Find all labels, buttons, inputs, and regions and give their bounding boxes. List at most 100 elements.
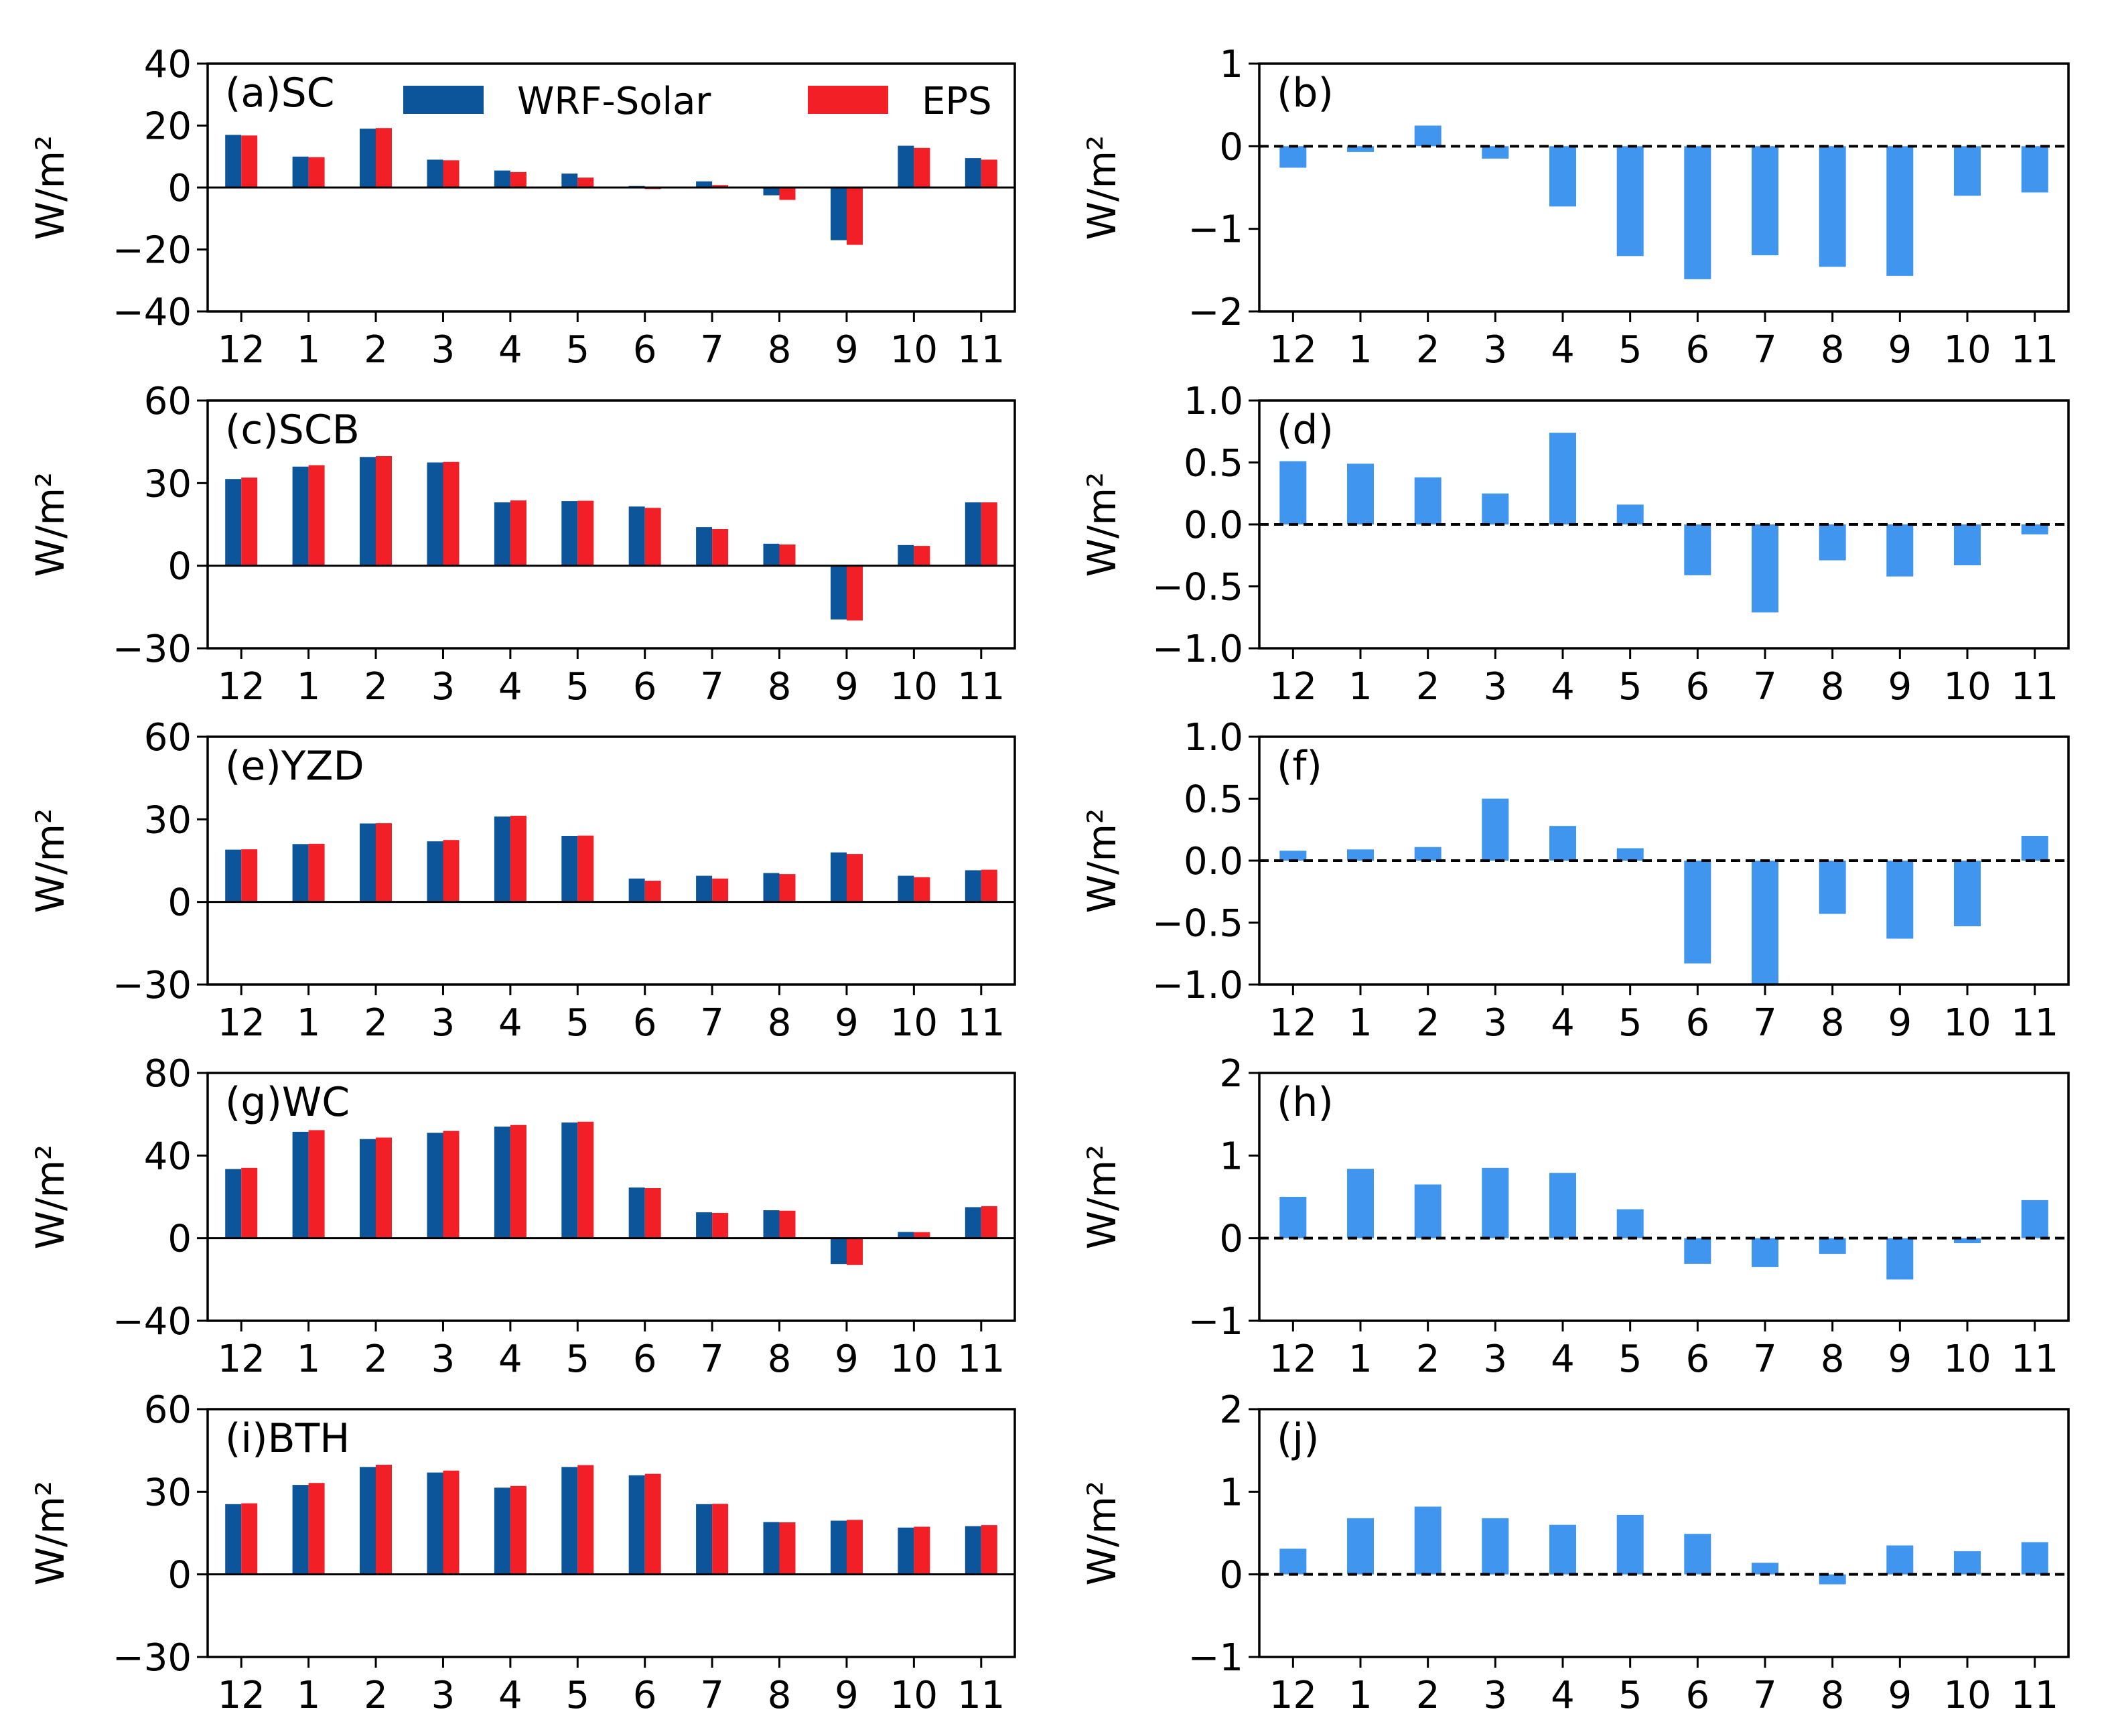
chart-5-ytick-label: 1.0 <box>1184 716 1243 760</box>
chart-2-bar-eps-8 <box>779 545 796 566</box>
chart-8-xtick-label: 7 <box>700 1674 724 1717</box>
chart-8-bar-eps-1 <box>308 1483 325 1575</box>
chart-6-bar-wrfsolar-3 <box>427 1133 443 1238</box>
chart-5-panel-label: (f) <box>1277 743 1322 790</box>
chart-4-bar-eps-9 <box>847 854 863 902</box>
chart-5-ytick-label: 0.5 <box>1184 778 1243 822</box>
chart-2-bar-eps-2 <box>376 456 392 566</box>
chart-3-bar-epswrfsolar-11 <box>2021 524 2048 534</box>
chart-2-xtick-label: 6 <box>633 665 657 709</box>
chart-4-xtick-label: 7 <box>700 1001 724 1045</box>
chart-5-xtick-label: 5 <box>1618 1001 1642 1045</box>
chart-6-panel-label: (g)WC <box>225 1079 350 1126</box>
chart-1-xtick-label: 8 <box>1821 328 1845 372</box>
chart-9-xtick-label: 9 <box>1888 1674 1912 1717</box>
chart-4-bar-eps-10 <box>914 877 930 902</box>
chart-2-xtick-label: 8 <box>768 665 792 709</box>
chart-7-bar-epswrfsolar-9 <box>1886 1238 1914 1280</box>
chart-9-xtick-label: 11 <box>2011 1674 2058 1717</box>
chart-6-bar-wrfsolar-2 <box>360 1139 376 1238</box>
chart-8-ytick-label: −30 <box>113 1636 192 1680</box>
chart-0-bar-wrfsolar-12 <box>225 135 242 188</box>
chart-0-bar-wrfsolar-4 <box>494 170 510 188</box>
chart-0-ytick-label: −40 <box>113 291 192 334</box>
chart-8-xtick-label: 10 <box>890 1674 938 1717</box>
chart-2-ytick-label: 60 <box>144 380 192 423</box>
legend: WRF-Solar EPS <box>403 80 992 123</box>
chart-1-bar-epswrfsolar-10 <box>1954 146 1981 196</box>
chart-7-bar-epswrfsolar-6 <box>1684 1238 1711 1264</box>
chart-2-xtick-label: 4 <box>498 665 522 709</box>
chart-3-bar-epswrfsolar-8 <box>1819 524 1846 561</box>
chart-6-bar-eps-2 <box>376 1137 392 1238</box>
chart-6-bar-eps-12 <box>241 1167 258 1238</box>
chart-9-bar-epswrfsolar-6 <box>1684 1534 1711 1575</box>
chart-6-xtick-label: 7 <box>700 1337 724 1381</box>
chart-3-xtick-label: 5 <box>1618 665 1642 709</box>
chart-4-bar-eps-3 <box>443 840 460 902</box>
chart-6-xtick-label: 9 <box>835 1337 859 1381</box>
chart-6-bar-eps-5 <box>577 1121 594 1238</box>
chart-4-bar-wrfsolar-6 <box>628 878 645 902</box>
chart-3-bar-epswrfsolar-6 <box>1684 524 1711 575</box>
chart-7-xtick-label: 5 <box>1618 1337 1642 1381</box>
chart-8-bar-wrfsolar-11 <box>965 1526 981 1575</box>
chart-0-xtick-label: 10 <box>890 328 938 372</box>
chart-4-bar-wrfsolar-8 <box>763 873 780 902</box>
chart-2-bar-wrfsolar-10 <box>898 545 914 566</box>
chart-0-bar-eps-12 <box>241 135 258 188</box>
legend-label-wrf-solar: WRF-Solar <box>517 80 711 123</box>
chart-4-xtick-label: 2 <box>364 1001 388 1045</box>
chart-9-xtick-label: 5 <box>1618 1674 1642 1717</box>
chart-8-xtick-label: 3 <box>431 1674 455 1717</box>
chart-3-ytick-label: −1.0 <box>1152 628 1243 671</box>
chart-4-bar-wrfsolar-3 <box>427 841 443 902</box>
chart-6-xtick-label: 6 <box>633 1337 657 1381</box>
chart-1-bar-epswrfsolar-1 <box>1347 146 1374 152</box>
chart-5-bar-epswrfsolar-12 <box>1279 851 1307 861</box>
chart-1-bar-epswrfsolar-4 <box>1549 146 1576 207</box>
chart-7-frame <box>1258 1072 2070 1322</box>
chart-0-xtick-label: 11 <box>957 328 1005 372</box>
chart-0-bar-wrfsolar-7 <box>696 181 713 188</box>
chart-9-bar-epswrfsolar-5 <box>1616 1514 1644 1575</box>
chart-0-xtick-label: 1 <box>297 328 321 372</box>
chart-2-xtick-label: 1 <box>297 665 321 709</box>
chart-4-bar-eps-8 <box>779 874 796 902</box>
chart-4-xtick-label: 6 <box>633 1001 657 1045</box>
chart-7-xtick-label: 11 <box>2011 1337 2058 1381</box>
chart-3-bar-epswrfsolar-5 <box>1616 504 1644 524</box>
chart-9-bar-epswrfsolar-2 <box>1414 1506 1442 1575</box>
chart-4-bar-wrfsolar-10 <box>898 875 914 902</box>
chart-0-bar-eps-4 <box>510 171 526 188</box>
chart-9-bar-epswrfsolar-8 <box>1819 1574 1846 1585</box>
chart-5-bar-epswrfsolar-5 <box>1616 848 1644 861</box>
chart-3-xtick-label: 3 <box>1484 665 1508 709</box>
chart-2-bar-eps-11 <box>981 502 997 566</box>
chart-1-bar-epswrfsolar-12 <box>1279 146 1307 168</box>
chart-0-bar-eps-1 <box>308 157 325 188</box>
chart-7-ytick-label: 2 <box>1219 1052 1243 1096</box>
chart-3-ytick-label: 0.5 <box>1184 442 1243 486</box>
chart-2-bar-eps-12 <box>241 478 258 566</box>
chart-6-bar-wrfsolar-11 <box>965 1207 981 1238</box>
chart-7-xtick-label: 12 <box>1269 1337 1317 1381</box>
chart-0-ytick-label: 40 <box>144 43 192 86</box>
chart-6-bar-eps-7 <box>712 1213 729 1238</box>
chart-7-bar-epswrfsolar-8 <box>1819 1238 1846 1254</box>
chart-6-xtick-label: 4 <box>498 1337 522 1381</box>
chart-8-bar-eps-11 <box>981 1525 997 1575</box>
chart-4-bar-eps-12 <box>241 849 258 902</box>
chart-4-xtick-label: 5 <box>565 1001 589 1045</box>
chart-8-bar-wrfsolar-4 <box>494 1488 510 1575</box>
chart-2-bar-wrfsolar-6 <box>628 506 645 566</box>
chart-8-bar-eps-4 <box>510 1486 526 1575</box>
chart-5-bar-epswrfsolar-10 <box>1954 861 1981 926</box>
chart-8-bar-wrfsolar-3 <box>427 1472 443 1575</box>
chart-2-bar-eps-7 <box>712 529 729 566</box>
chart-0-xtick-label: 3 <box>431 328 455 372</box>
chart-8-bar-wrfsolar-12 <box>225 1504 242 1575</box>
